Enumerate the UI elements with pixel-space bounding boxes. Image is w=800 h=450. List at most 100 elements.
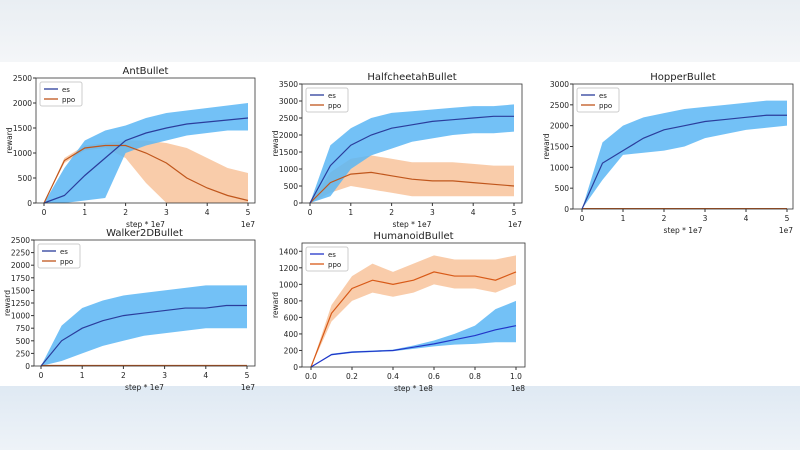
x-tick-label: 0.8 [469,372,481,381]
x-tick-label: 0 [39,371,44,380]
x-tick-label: 0 [42,208,47,217]
x-tick-label: 1 [348,208,353,217]
y-tick-label: 2500 [279,114,298,123]
y-tick-label: 1000 [11,312,30,321]
y-tick-label: 3000 [550,80,569,89]
legend-label-es: es [328,251,336,259]
x-tick-label: 3 [703,214,708,223]
line-ppo [43,144,249,204]
legend-label-ppo: ppo [62,96,75,104]
y-tick-label: 1400 [279,247,298,256]
x-axis-label: step * 1e7 [125,383,164,392]
x-tick-label: 1 [621,214,626,223]
y-tick-label: 600 [284,313,299,322]
y-tick-label: 750 [16,324,31,333]
band-es [311,300,516,367]
x-axis-label: step * 1e7 [126,220,165,229]
x-tick-label: 3 [164,208,169,217]
chart-title: HopperBullet [650,72,716,83]
line-es [43,117,249,204]
y-tick-label: 2500 [550,101,569,110]
band-ppo [44,140,248,203]
x-exponent-label: 1e7 [508,220,522,229]
y-tick-label: 2000 [279,131,298,140]
line-es [40,304,247,367]
y-tick-label: 2500 [11,236,30,245]
band-es [41,285,247,366]
x-exponent-label: 1e7 [241,220,255,229]
chart-title: AntBullet [123,66,169,77]
y-axis-label: reward [5,127,14,153]
y-axis-label: reward [271,292,280,318]
y-axis-label: reward [3,290,12,316]
y-tick-label: 1000 [13,149,32,158]
x-tick-label: 2 [389,208,394,217]
subplot-humanoidbullet: HumanoidBullet step * 1e8 1e8 reward 0.0 0.2 0… [271,231,526,393]
legend: es ppo [576,87,620,113]
x-tick-label: 1 [82,208,87,217]
y-tick-label: 3500 [279,80,298,89]
y-tick-label: 500 [16,337,31,346]
legend-box [305,87,349,113]
legend-label-es: es [60,248,68,256]
x-exponent-label: 1e7 [779,226,793,235]
line-es [309,115,514,204]
legend-label-ppo: ppo [599,102,612,110]
legend-label-ppo: ppo [60,258,73,266]
band-es [310,104,514,203]
legend-label-es: es [328,92,336,100]
axes-frame [301,83,523,204]
x-axis-label: step * 1e7 [393,220,432,229]
x-tick-label: 0.2 [346,372,358,381]
band-ppo [311,255,516,367]
y-tick-label: 1500 [11,286,30,295]
y-tick-label: 1250 [11,299,30,308]
chart-title: Walker2DBullet [106,228,183,239]
y-axis-label: reward [271,130,280,156]
y-tick-label: 500 [284,182,299,191]
y-tick-label: 1200 [279,264,298,273]
y-tick-label: 400 [284,330,299,339]
legend-label-es: es [62,86,70,94]
y-tick-label: 200 [284,346,299,355]
y-tick-label: 1500 [550,143,569,152]
x-tick-label: 4 [203,371,208,380]
x-exponent-label: 1e8 [511,384,525,393]
x-tick-label: 4 [205,208,210,217]
line-ppo [309,171,515,204]
y-tick-label: 500 [18,174,33,183]
y-tick-label: 1500 [279,148,298,157]
x-tick-label: 1 [80,371,85,380]
y-tick-label: 1000 [550,163,569,172]
legend-label-ppo: ppo [328,261,341,269]
x-tick-label: 0.0 [305,372,317,381]
x-tick-label: 5 [512,208,517,217]
y-tick-label: 0 [293,363,298,372]
x-tick-label: 1.0 [510,372,522,381]
x-tick-label: 0 [308,208,313,217]
legend-box [37,243,81,269]
legend-box [576,87,620,113]
legend: es ppo [305,246,349,272]
axes-frame [35,77,256,204]
x-tick-label: 0.4 [387,372,399,381]
y-axis-label: reward [542,133,551,159]
y-tick-label: 1000 [279,165,298,174]
axes-frame [301,242,526,368]
y-tick-label: 500 [555,184,570,193]
y-tick-label: 0 [293,199,298,208]
x-tick-label: 5 [245,371,250,380]
line-ppo [310,271,517,368]
legend: es ppo [39,81,83,107]
y-tick-label: 3000 [279,97,298,106]
x-tick-label: 3 [430,208,435,217]
subplot-hopperbullet: HopperBullet step * 1e7 1e7 reward 0 1 2 3 4 5 0 50… [542,72,794,235]
x-tick-label: 3 [162,371,167,380]
x-axis-label: step * 1e8 [394,384,433,393]
line-es [581,114,787,210]
chart-title: HumanoidBullet [373,231,453,242]
y-tick-label: 1000 [279,280,298,289]
y-tick-label: 2000 [13,99,32,108]
